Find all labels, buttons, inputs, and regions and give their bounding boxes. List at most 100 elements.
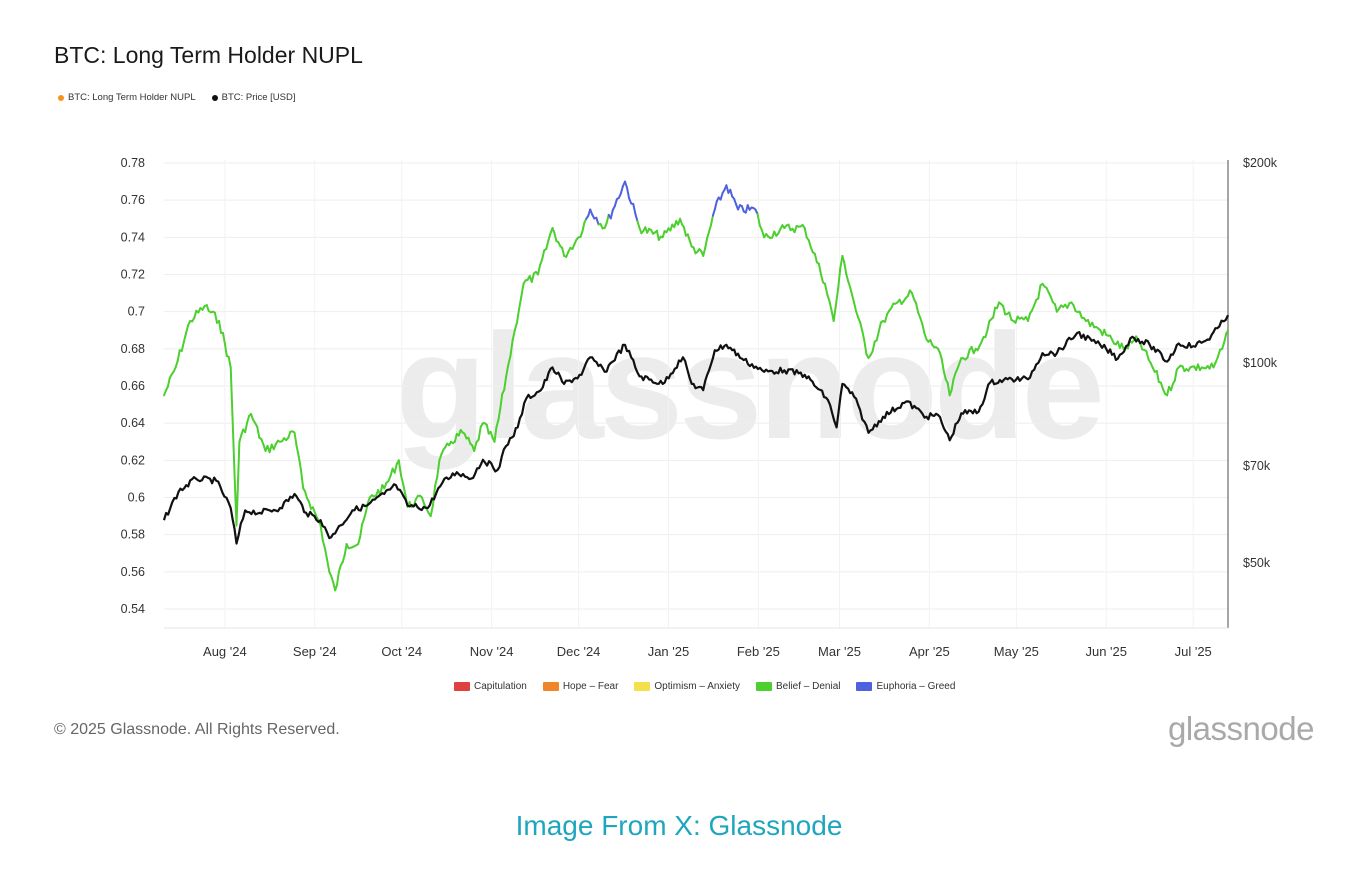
zone-item-euphoria-greed[interactable]: Euphoria – Greed — [856, 681, 955, 692]
nupl-segment — [871, 340, 876, 353]
zone-label-euphoria-greed: Euphoria – Greed — [876, 681, 956, 692]
nupl-segment — [547, 232, 552, 242]
series-legend: BTC: Long Term Holder NUPL BTC: Price [U… — [58, 92, 296, 103]
zone-item-optimism-anxiety[interactable]: Optimism – Anxiety — [634, 681, 740, 692]
legend-item-price[interactable]: BTC: Price [USD] — [211, 92, 296, 103]
nupl-segment — [166, 376, 171, 388]
nupl-segment — [826, 293, 831, 302]
y-right-tick-label: $100k — [1243, 356, 1278, 370]
grid-lines — [164, 160, 1228, 628]
y-left-tick-label: 0.72 — [121, 268, 145, 282]
nupl-segment — [847, 280, 852, 289]
nupl-segment — [297, 455, 302, 472]
nupl-segment — [520, 282, 525, 298]
nupl-segment — [180, 340, 185, 352]
nupl-segment — [824, 282, 829, 296]
nupl-segment — [493, 426, 498, 443]
legend-item-nupl[interactable]: BTC: Long Term Holder NUPL — [58, 92, 196, 103]
nupl-segment — [817, 262, 822, 276]
x-tick-label: Jul '25 — [1175, 644, 1212, 659]
image-caption: Image From X: Glassnode — [515, 810, 843, 841]
nupl-segment — [702, 247, 707, 257]
nupl-segment — [321, 539, 326, 550]
legend-dot-nupl-icon — [58, 94, 64, 101]
y-right-axis: $200k $100k $70k $50k — [1243, 156, 1278, 570]
legend-dot-price-icon — [211, 94, 218, 101]
nupl-segment — [655, 229, 660, 241]
nupl-segment — [861, 330, 866, 343]
zone-item-capitulation[interactable]: Capitulation — [454, 681, 527, 692]
x-tick-label: Jan '25 — [648, 644, 690, 659]
nupl-segment — [505, 363, 510, 378]
zone-swatch-belief-denial-icon — [756, 682, 772, 691]
nupl-segment — [661, 230, 666, 239]
zone-swatch-optimism-anxiety-icon — [634, 682, 651, 691]
nupl-segment — [632, 203, 637, 215]
nupl-segment — [561, 246, 566, 257]
x-tick-label: Oct '24 — [381, 644, 422, 659]
nupl-segment — [921, 323, 926, 335]
nupl-segment — [1225, 329, 1229, 336]
nupl-segment — [1027, 312, 1031, 322]
legend-label-price: BTC: Price [USD] — [221, 92, 296, 103]
nupl-segment — [807, 239, 812, 249]
nupl-segment — [393, 462, 398, 474]
nupl-segment — [837, 267, 842, 290]
nupl-segment — [250, 412, 254, 421]
nupl-segment — [495, 418, 500, 429]
nupl-segment — [227, 355, 232, 369]
nupl-segment — [256, 425, 261, 439]
nupl-segment — [952, 372, 957, 381]
nupl-segment — [287, 430, 292, 439]
glassnode-logo: glassnode — [1168, 710, 1314, 747]
nupl-segment — [467, 436, 472, 445]
y-left-tick-label: 0.66 — [121, 379, 145, 393]
zone-swatch-euphoria-greed-icon — [856, 682, 873, 691]
nupl-segment — [436, 459, 441, 479]
nupl-segment — [453, 432, 458, 443]
nupl-segment — [708, 224, 712, 233]
zone-swatch-capitulation-icon — [454, 682, 470, 691]
x-tick-label: Feb '25 — [737, 644, 780, 659]
nupl-segment — [359, 523, 364, 538]
nupl-segment — [853, 301, 858, 313]
nupl-segment — [828, 299, 833, 312]
nupl-segment — [843, 261, 848, 276]
y-left-axis: 0.78 0.76 0.74 0.72 0.7 0.68 0.66 0.64 0.62 0.6 0.… — [121, 156, 145, 616]
nupl-segment — [849, 286, 854, 296]
nupl-segment — [402, 483, 407, 496]
nupl-segment — [300, 469, 305, 490]
nupl-segment — [336, 570, 340, 586]
nupl-segment — [863, 340, 868, 355]
nupl-segment — [834, 288, 840, 307]
nupl-segment — [541, 249, 546, 261]
nupl-segment — [875, 330, 880, 342]
nupl-segment — [1072, 304, 1077, 313]
nupl-segment — [330, 574, 335, 583]
y-left-tick-label: 0.64 — [121, 416, 145, 430]
nupl-segment — [513, 321, 518, 332]
nupl-segment — [636, 220, 641, 229]
series-price — [162, 314, 1229, 545]
zone-item-hope-fear[interactable]: Hope – Fear — [542, 681, 618, 692]
zone-item-belief-denial[interactable]: Belief – Denial — [756, 681, 840, 692]
nupl-segment — [793, 225, 798, 234]
nupl-segment — [176, 349, 181, 362]
nupl-segment — [919, 316, 924, 325]
nupl-segment — [357, 535, 362, 545]
zone-swatch-hope-fear-icon — [542, 682, 559, 691]
nupl-segment — [682, 226, 687, 237]
x-tick-label: Sep '24 — [293, 644, 337, 659]
nupl-segment — [940, 358, 945, 373]
nupl-segment — [1145, 350, 1150, 361]
nupl-segment — [939, 351, 943, 361]
nupl-segment — [397, 459, 402, 477]
y-left-tick-label: 0.78 — [121, 156, 145, 170]
nupl-segment — [537, 264, 542, 276]
nupl-segment — [634, 212, 639, 223]
nupl-segment — [1037, 284, 1042, 300]
nupl-segment — [950, 378, 955, 392]
nupl-segment — [343, 543, 348, 556]
nupl-segment — [238, 434, 243, 443]
nupl-segment — [1049, 295, 1054, 304]
